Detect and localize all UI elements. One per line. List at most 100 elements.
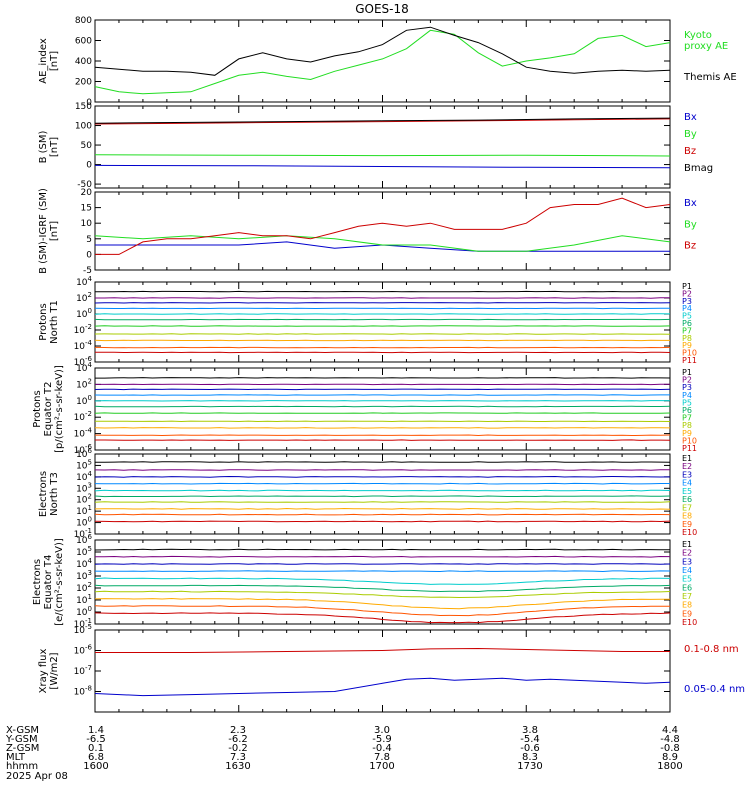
channel-legend-p10: P10 [682,349,697,358]
ephem-value: -6.2 [228,734,248,745]
y-tick-label: 102 [76,493,92,506]
channel-legend-e3: E3 [682,470,692,479]
channel-legend-p1: P1 [682,368,692,377]
legend-0-1-0-8-nm: 0.1-0.8 nm [684,644,739,655]
channel-legend-p2: P2 [682,376,692,385]
y-tick-label: 10 [81,219,93,229]
y-tick-label: 100 [75,122,92,132]
series-by [94,235,671,252]
channel-legend-p10: P10 [682,436,697,445]
panel-pe: 104 102 100 10-2 10-4 10-6 ProtonsEquator T2[p… [32,361,697,456]
channel-legend-p9: P9 [682,341,692,350]
ephem-value: -4.8 [660,734,680,745]
legend-proxy-ae: proxy AE [684,41,728,52]
y-tick-label: 100 [76,605,92,618]
channel-legend-p2: P2 [682,289,692,298]
y-axis-label: B (SM)[nT] [38,130,60,163]
channel-e7 [94,590,671,599]
channel-e6 [94,495,671,498]
y-tick-label: 800 [75,16,92,26]
y-tick-label: 106 [76,533,92,546]
ephem-value: 1600 [83,761,108,772]
ephem-value: 0.1 [88,743,104,754]
ephem-row-label: MLT [6,752,26,763]
series-bz [95,197,671,255]
channel-e4 [94,482,670,485]
channel-legend-p8: P8 [682,421,692,430]
channel-legend-e2: E2 [682,549,692,558]
series-themis-ae [94,26,671,76]
panel-pn: 104 102 100 10-2 10-4 10-6 ProtonsNorth T1 P1P2… [38,275,697,368]
y-axis-label: AE_index[nT] [38,38,60,84]
y-tick-label: 10-6 [74,443,93,456]
legend-by: By [684,219,697,230]
channel-e9 [94,605,670,617]
channel-legend-e10: E10 [682,618,697,627]
panel-frame [94,281,671,363]
channel-legend-p4: P4 [682,391,692,400]
series-bz [94,118,671,125]
y-tick-label: 105 [76,545,92,558]
legend-by: By [684,129,697,140]
channel-legend-p5: P5 [682,398,692,407]
y-tick-label: 10-8 [74,685,92,698]
channel-legend-e8: E8 [682,601,692,610]
legend-bx: Bx [684,112,697,123]
channel-legend-p6: P6 [682,406,692,415]
ephem-value: 1630 [225,761,250,772]
channel-p9 [94,427,671,429]
y-tick-label: 104 [76,361,92,374]
y-tick-label: 0 [86,250,92,260]
channel-legend-p8: P8 [682,334,692,343]
channel-legend-e1: E1 [682,540,692,549]
y-tick-label: 104 [76,275,92,288]
y-tick-label: 101 [76,593,92,606]
channel-e7 [94,501,671,503]
y-tick-label: 104 [76,470,92,483]
y-tick-label: 150 [75,102,92,112]
channel-e10 [94,612,671,624]
y-tick-label: 100 [76,394,92,407]
ephem-value: 4.4 [662,725,678,736]
ephem-value: -0.8 [660,743,680,754]
channel-legend-p11: P11 [682,356,697,365]
legend-bmag: Bmag [684,163,713,174]
channel-p10 [94,434,671,437]
y-axis-label: ElectronsNorth T3 [38,471,60,517]
plot-title: GOES-18 [355,2,409,16]
series-0-1-0-8-nm [95,647,670,653]
y-tick-label: -5 [83,266,92,276]
channel-legend-p7: P7 [682,414,692,423]
y-tick-label: 100 [76,516,92,529]
panel-frame [94,105,671,189]
y-tick-label: 10-6 [74,644,93,657]
ephem-value: 3.0 [374,725,390,736]
y-tick-label: 10-6 [74,355,93,368]
channel-p4 [94,394,670,396]
ephem-value: 7.8 [374,752,390,763]
legend-bx: Bx [684,198,697,209]
y-tick-label: 100 [76,307,92,320]
channel-e6 [94,584,671,593]
y-tick-label: 10-1 [74,617,92,630]
channel-p6 [94,405,671,408]
channel-p11 [95,439,671,441]
channel-e2 [94,555,671,558]
ephem-value: 1800 [657,761,682,772]
channel-e4 [94,570,671,573]
panel-bigrf: -5 0 5 10 15 20 B (SM)-IGRF (SM)[nT] Bx By Bz [38,188,697,276]
channel-legend-e6: E6 [682,583,692,592]
channel-legend-p6: P6 [682,319,692,328]
channel-legend-e4: E4 [682,566,692,575]
channel-e1 [94,548,671,551]
y-axis-label: ElectronsEquator T4[e/(cm²-s-sr-keV)] [32,538,65,626]
y-tick-label: 600 [75,37,92,47]
channel-legend-e1: E1 [682,454,692,463]
legend-0-05-0-4-nm: 0.05-0.4 nm [684,684,745,695]
ephem-value: -6.5 [86,734,106,745]
